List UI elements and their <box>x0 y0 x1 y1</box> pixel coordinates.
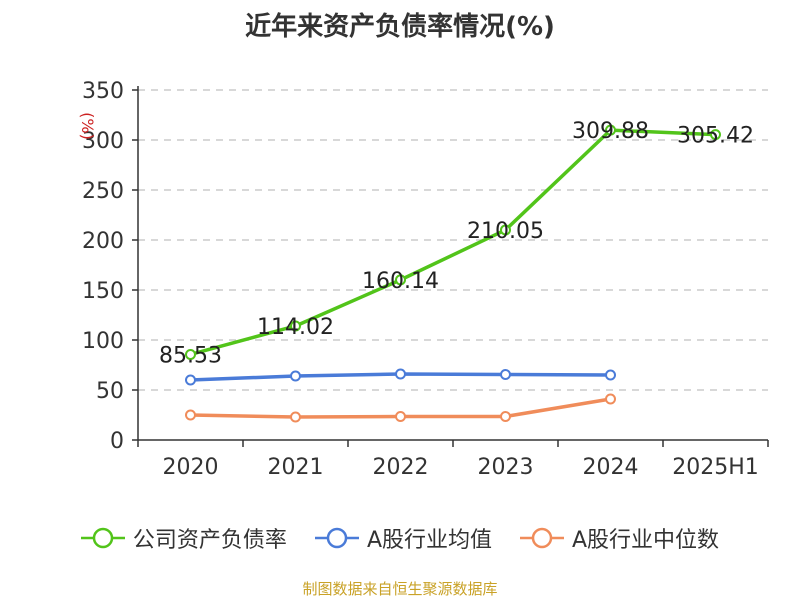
y-tick-label-200: 200 <box>82 229 124 254</box>
data-point-2-4 <box>605 393 616 405</box>
data-point-0-1 <box>290 320 301 332</box>
y-tick-label-250: 250 <box>82 179 124 204</box>
data-point-0-4 <box>605 124 616 136</box>
x-tick-label-2021: 2021 <box>268 455 324 480</box>
grid <box>138 89 768 391</box>
legend-label: A股行业中位数 <box>572 528 720 553</box>
legend-swatch-icon <box>520 527 564 549</box>
y-tick-label-0: 0 <box>110 429 124 454</box>
data-point-1-2 <box>395 368 406 380</box>
x-tick-label-2022: 2022 <box>373 455 429 480</box>
legend-swatch-icon <box>314 527 359 549</box>
data-label-0-3: 210.05 <box>467 219 544 244</box>
y-tick-label-50: 50 <box>96 379 124 404</box>
data-point-0-3 <box>500 224 511 236</box>
data-label-0-5: 305.42 <box>677 124 754 149</box>
y-tick-label-100: 100 <box>82 329 124 354</box>
legend-swatch-icon <box>80 527 125 549</box>
legend-item-2[interactable]: A股行业中位数 <box>520 522 719 554</box>
data-point-1-0 <box>185 374 196 386</box>
data-point-1-4 <box>605 369 616 381</box>
series-lines <box>185 124 721 423</box>
data-label-0-4: 309.88 <box>572 119 649 144</box>
legend-item-1[interactable]: A股行业均值 <box>314 522 492 554</box>
data-label-0-2: 160.14 <box>362 269 439 294</box>
x-tick-label-2025H1: 2025H1 <box>672 455 759 480</box>
legend-swatch-marker <box>92 527 114 549</box>
series-line-0 <box>190 128 716 357</box>
x-tick-label-2024: 2024 <box>583 455 639 480</box>
y-tick-label-350: 350 <box>82 79 124 104</box>
data-labels: 85.53 114.02 160.14 210.05 309.88 305.42 <box>159 119 754 368</box>
legend-item-0[interactable]: 公司资产负债率 <box>80 522 287 554</box>
data-label-0-0: 85.53 <box>159 343 222 368</box>
x-tick-label-2020: 2020 <box>163 455 219 480</box>
axes: 0 50 100 150 200 250 300 350 (%) 2020 2021 2022 2023… <box>78 79 769 480</box>
legend-swatch-marker <box>326 527 348 549</box>
data-point-2-0 <box>185 409 196 421</box>
chart-title: 近年来资产负债率情况(%) <box>245 12 555 42</box>
x-tick-label-2023: 2023 <box>478 455 534 480</box>
data-point-1-1 <box>290 370 301 382</box>
data-label-0-1: 114.02 <box>257 315 334 340</box>
data-point-0-0 <box>185 348 196 360</box>
legend-swatch-marker <box>531 527 553 549</box>
y-axis-label: (%) <box>78 112 97 140</box>
data-point-0-2 <box>395 274 406 286</box>
data-point-0-5 <box>710 129 721 141</box>
legend-label: A股行业均值 <box>366 528 492 553</box>
y-tick-label-150: 150 <box>82 279 124 304</box>
data-point-2-3 <box>500 411 511 422</box>
data-point-2-2 <box>395 411 406 422</box>
legend: 公司资产负债率 A股行业均值 A股行业中位数 <box>0 518 800 558</box>
source-note: 制图数据来自恒生聚源数据库 <box>302 580 498 598</box>
data-point-1-3 <box>500 369 511 380</box>
y-tick-label-300: 300 <box>82 129 124 154</box>
data-point-2-1 <box>290 411 301 423</box>
legend-label: 公司资产负债率 <box>132 528 287 553</box>
